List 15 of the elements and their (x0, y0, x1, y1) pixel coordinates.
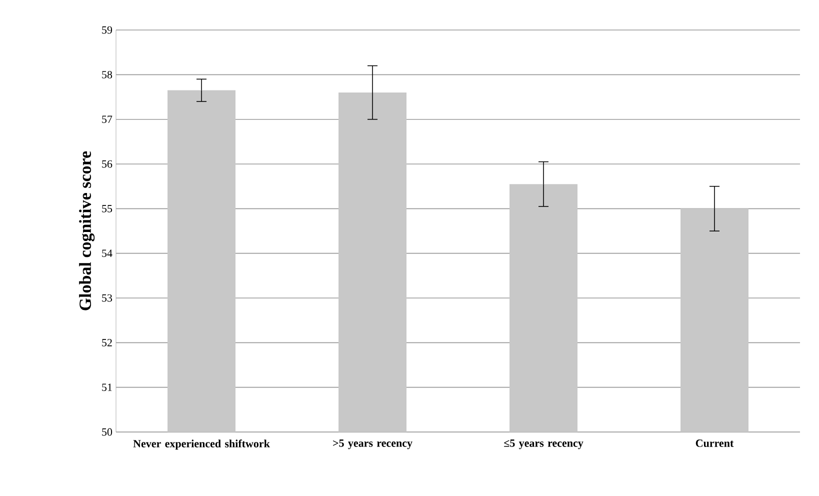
y-tick-label: 53 (102, 294, 112, 302)
x-tick-label: Current (696, 440, 734, 447)
y-tick-label: 58 (102, 70, 112, 78)
x-tick-label: Never experienced shiftwork (133, 440, 270, 450)
y-tick-label: 56 (102, 160, 112, 168)
y-axis-title: Global cognitive score (79, 151, 95, 310)
x-tick-label: ≤5 years recency (504, 440, 584, 450)
y-tick-label: 50 (102, 428, 112, 436)
y-tick-label: 55 (102, 205, 112, 212)
y-tick-label: 57 (102, 116, 112, 123)
y-tick-label: 54 (102, 250, 112, 258)
x-tick-label: >5 years recency (333, 440, 412, 450)
y-tick-label: 52 (102, 338, 112, 346)
y-tick-label: 59 (102, 26, 112, 34)
y-tick-label: 51 (102, 384, 112, 392)
